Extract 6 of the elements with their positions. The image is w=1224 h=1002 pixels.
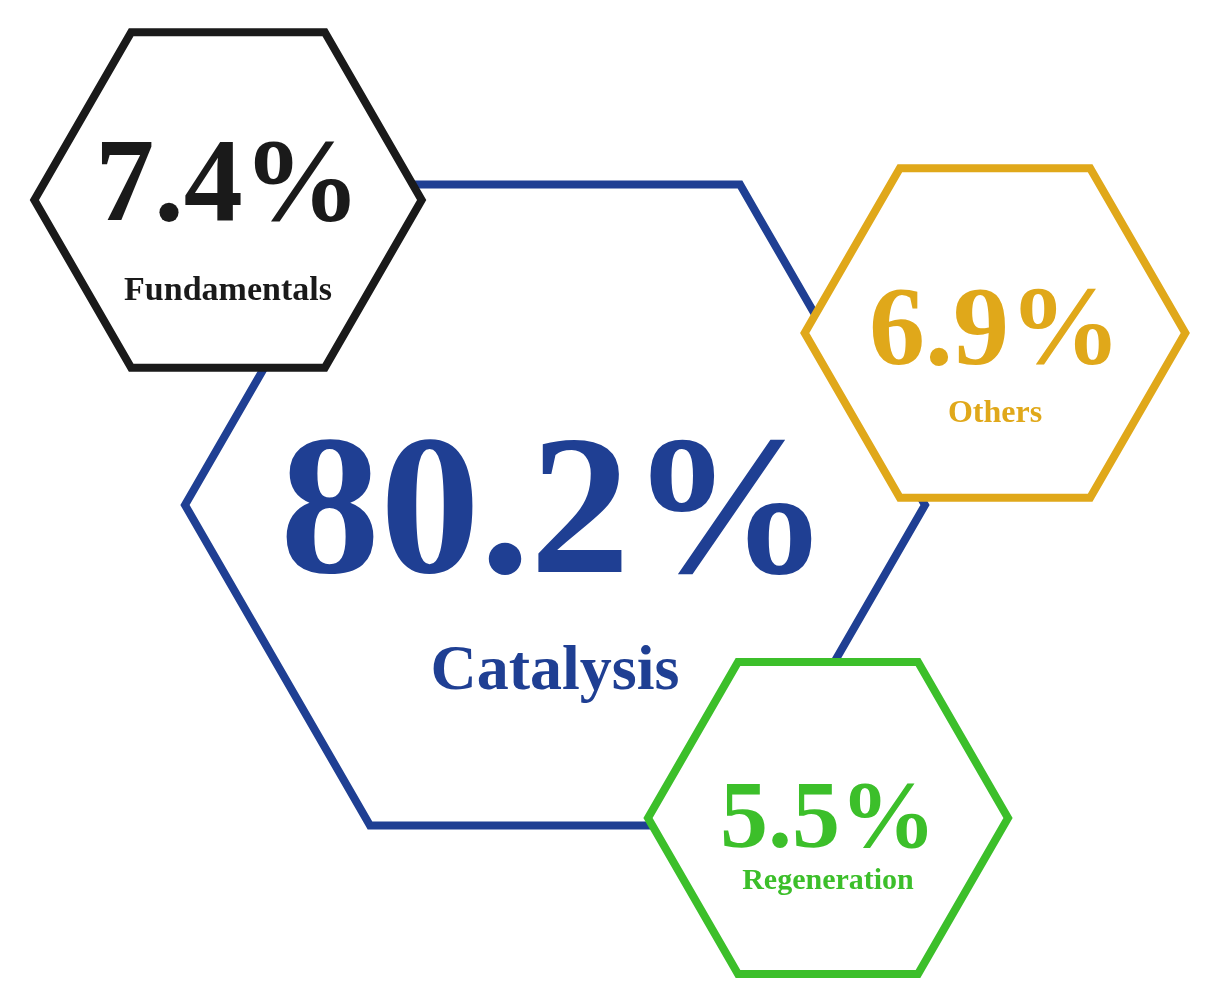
category-label: Others — [947, 393, 1043, 429]
category-label: Catalysis — [430, 632, 680, 703]
data-label: 80.2% — [280, 394, 830, 615]
data-label: 6.9% — [869, 264, 1121, 388]
category-label: Fundamentals — [124, 270, 332, 307]
data-label: 7.4% — [95, 115, 361, 246]
